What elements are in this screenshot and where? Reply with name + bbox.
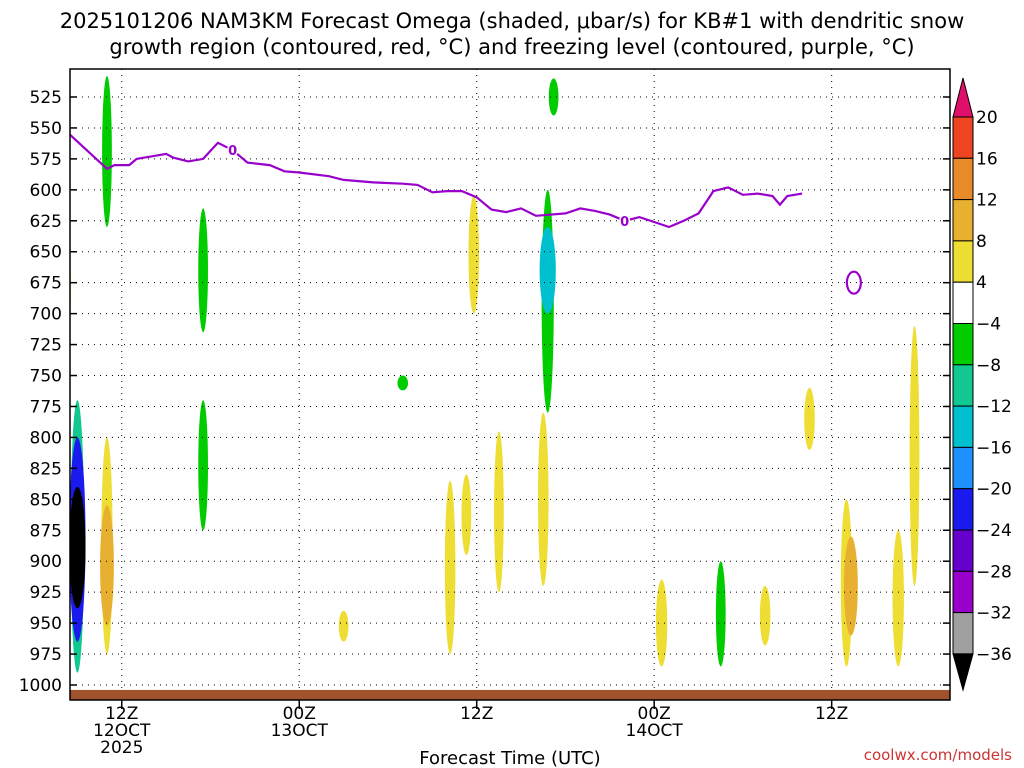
colorbar-legend: 20 16 12 8 4 −4 −8 −12 −16 −20 −24 −28 −32 −36 <box>952 77 1012 692</box>
omega-region <box>548 78 559 116</box>
omega-region <box>537 412 549 586</box>
colorbar-label: −20 <box>976 480 1012 500</box>
colorbar-label: 4 <box>976 273 987 293</box>
colorbar-label: −4 <box>976 315 1001 335</box>
x-tick-label: 2025 <box>100 738 143 758</box>
omega-region <box>100 505 114 626</box>
y-tick-label: 650 <box>30 243 62 263</box>
colorbar-label: 8 <box>976 232 987 252</box>
freezing-level-label: 0 <box>228 144 237 159</box>
y-tick-label: 900 <box>30 552 62 572</box>
plot-frame <box>69 68 951 701</box>
colorbar-bin <box>952 653 974 692</box>
plot-area: 000 <box>70 69 950 700</box>
colorbar-bin <box>952 240 974 283</box>
y-tick-label: 750 <box>30 367 62 387</box>
y-tick-label: 1000 <box>19 676 62 696</box>
omega-region <box>198 208 208 333</box>
colorbar-bin <box>952 116 974 159</box>
y-tick-label: 950 <box>30 614 62 634</box>
credit-text: coolwx.com/models <box>864 746 1012 764</box>
y-axis: 525 550 575 600 625 650 675 700 725 750 775 800 825 8… <box>19 88 950 696</box>
omega-region <box>909 326 920 586</box>
omega-region <box>715 561 726 667</box>
y-tick-label: 800 <box>30 428 62 448</box>
x-tick-label: 00Z <box>283 704 316 724</box>
x-tick-label: 12Z <box>460 704 493 724</box>
x-axis-label: Forecast Time (UTC) <box>419 748 600 768</box>
colorbar-bin <box>952 405 974 448</box>
colorbar-bin <box>952 281 974 325</box>
omega-region <box>655 579 668 667</box>
freezing-level-contour: 000 <box>70 133 862 295</box>
y-tick-label: 700 <box>30 305 62 325</box>
omega-region <box>338 610 349 642</box>
y-tick-label: 925 <box>30 583 62 603</box>
omega-region <box>198 400 208 531</box>
omega-region <box>444 480 456 655</box>
colorbar-label: −8 <box>976 356 1001 376</box>
colorbar-bin <box>952 323 974 366</box>
colorbar-label: −12 <box>976 397 1012 417</box>
y-tick-label: 675 <box>30 274 62 294</box>
freezing-level-loop <box>845 270 862 295</box>
colorbar-bin <box>952 612 974 655</box>
surface-terrain <box>70 689 950 700</box>
colorbar-bin <box>952 488 974 531</box>
freezing-level-label: 0 <box>620 215 629 230</box>
colorbar-bin <box>952 157 974 201</box>
x-tick-label: 12Z <box>105 704 138 724</box>
colorbar-bin <box>952 364 974 407</box>
y-tick-label: 825 <box>30 459 62 479</box>
omega-region <box>759 585 771 646</box>
y-tick-label: 625 <box>30 212 62 232</box>
omega-region <box>70 486 86 609</box>
colorbar-bin <box>952 446 974 490</box>
colorbar-bin <box>952 570 974 614</box>
y-tick-label: 850 <box>30 490 62 510</box>
y-tick-label: 975 <box>30 645 62 665</box>
freezing-level-line <box>70 133 803 229</box>
omega-region <box>843 536 858 636</box>
colorbar-label: −36 <box>976 645 1012 665</box>
x-tick-label: 13OCT <box>271 721 329 741</box>
omega-shading <box>70 75 920 673</box>
colorbar-label: 20 <box>976 108 998 128</box>
colorbar-label: −28 <box>976 562 1012 582</box>
y-tick-label: 725 <box>30 336 62 356</box>
y-tick-label: 600 <box>30 181 62 201</box>
omega-region <box>892 530 904 667</box>
colorbar-label: −32 <box>976 604 1012 624</box>
x-tick-label: 12Z <box>815 704 848 724</box>
colorbar-label: 16 <box>976 149 998 169</box>
omega-region <box>102 75 112 227</box>
omega-region <box>468 196 480 314</box>
y-tick-label: 875 <box>30 521 62 541</box>
chart-title-line-2: growth region (contoured, red, °C) and f… <box>109 35 914 59</box>
omega-region <box>804 387 815 450</box>
omega-region <box>397 375 409 391</box>
surface-band <box>70 689 950 700</box>
omega-region <box>461 474 472 556</box>
y-tick-label: 550 <box>30 119 62 139</box>
colorbar-label: 12 <box>976 191 998 211</box>
y-tick-label: 575 <box>30 150 62 170</box>
x-tick-label: 12OCT <box>93 721 151 741</box>
x-tick-label: 14OCT <box>626 721 684 741</box>
colorbar-label: −16 <box>976 438 1012 458</box>
colorbar-bin <box>952 199 974 242</box>
chart-title-line-1: 2025101206 NAM3KM Forecast Omega (shaded… <box>60 9 965 33</box>
omega-region <box>539 226 556 314</box>
colorbar-label: −24 <box>976 521 1012 541</box>
colorbar-bin <box>952 529 974 572</box>
y-tick-label: 525 <box>30 88 62 108</box>
x-tick-label: 00Z <box>638 704 671 724</box>
y-tick-label: 775 <box>30 397 62 417</box>
colorbar-bin <box>952 77 974 118</box>
omega-region <box>494 431 504 593</box>
